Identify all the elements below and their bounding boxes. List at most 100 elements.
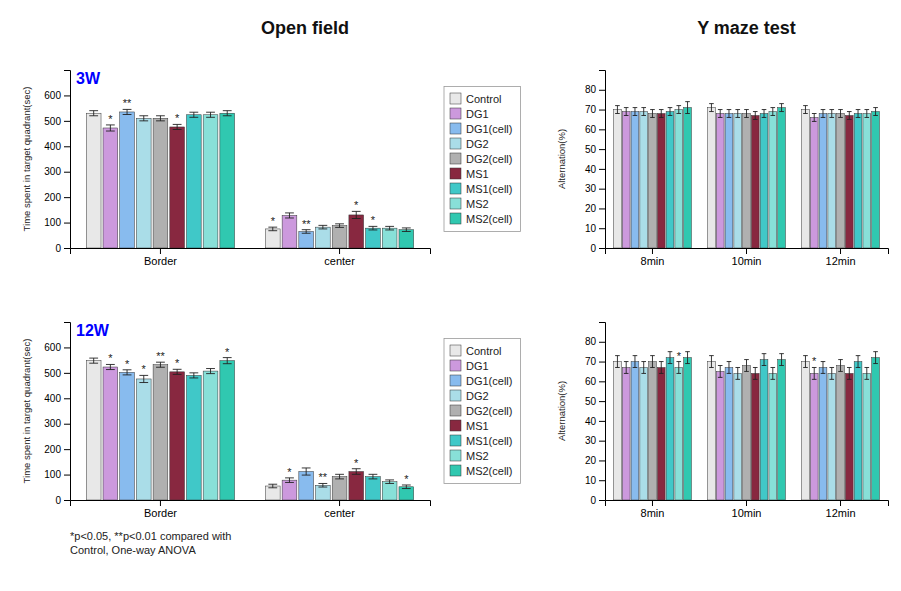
y-tick-label: 0: [55, 495, 61, 506]
figure: *********0100200300400500600Bordercenter…: [0, 0, 901, 591]
y-tick-label: 30: [585, 435, 597, 446]
bar: [136, 118, 151, 248]
bar: [203, 115, 218, 248]
legend-swatch: [450, 93, 461, 104]
y-tick: 400: [44, 141, 70, 152]
y-tick-label: 0: [590, 243, 596, 254]
footer-line: *p<0.05, **p<0.01 compared with: [70, 530, 231, 542]
legend-label: DG1(cell): [466, 123, 512, 135]
y-tick-mark: [599, 421, 605, 422]
legend-swatch: [450, 360, 461, 371]
y-tick-mark: [599, 110, 605, 111]
footer-line: Control, One-way ANOVA: [70, 544, 196, 556]
y-axis-line: [599, 71, 606, 249]
y-tick-mark: [599, 149, 605, 150]
significance-label: *: [287, 466, 292, 478]
error-bar: [402, 485, 411, 489]
error-bar: [718, 366, 723, 378]
title: Y maze test: [697, 18, 796, 38]
x-tick: 10min: [732, 500, 762, 519]
error-bar: [659, 362, 664, 374]
y-tick: 0: [590, 243, 605, 254]
y-tick-mark: [64, 172, 70, 173]
annotations: ************: [108, 346, 409, 485]
row-label: 3W: [76, 70, 101, 87]
bar: [265, 229, 280, 248]
legend-entry: DG2(cell): [450, 405, 512, 417]
x-tick-label: Border: [144, 507, 177, 519]
x-tick-label: center: [324, 255, 355, 267]
legend-swatch: [450, 435, 461, 446]
error-bar: [615, 106, 620, 114]
bar: [103, 367, 118, 500]
bar: [622, 367, 630, 500]
y-tick: 300: [44, 166, 70, 177]
x-tick-label: 10min: [732, 507, 762, 519]
y-tick: 0: [55, 495, 70, 506]
bar: [810, 117, 818, 248]
x-tick-mark: [840, 248, 841, 254]
legend-label: Control: [466, 93, 501, 105]
error-bar: [727, 362, 732, 374]
y-tick-label: 20: [585, 203, 597, 214]
bar: [366, 228, 381, 248]
legend-frame: [444, 339, 520, 484]
error-bar: [285, 213, 294, 218]
significance-label: *: [225, 346, 230, 358]
y-tick-label: 10: [585, 223, 597, 234]
significance-label: *: [371, 214, 376, 226]
bar: [299, 231, 314, 248]
x-tick-mark: [840, 500, 841, 506]
y-tick-mark: [64, 121, 70, 122]
y-tick: 10: [585, 223, 605, 234]
bar: [684, 358, 692, 500]
legend-entry: MS1(cell): [450, 183, 512, 195]
bar: [203, 371, 218, 500]
y-tick: 50: [585, 396, 605, 407]
error-bar: [744, 360, 749, 372]
x-tick: center: [324, 500, 355, 519]
bar: [854, 362, 862, 500]
error-bar: [402, 228, 411, 232]
error-bar: [864, 367, 869, 379]
plot-marks: [614, 352, 880, 500]
significance-label: *: [354, 457, 359, 469]
bar: [734, 373, 742, 500]
x-tick-mark: [160, 248, 161, 254]
error-bar: [685, 352, 690, 364]
significance-label: *: [125, 358, 130, 370]
error-bar: [829, 367, 834, 379]
error-bar: [369, 474, 378, 479]
error-bar: [803, 356, 808, 368]
significance-label: *: [175, 112, 180, 124]
y-tick: 20: [585, 203, 605, 214]
error-bar: [718, 110, 723, 118]
y-axis-line: [64, 323, 71, 501]
error-bar: [744, 110, 749, 118]
error-bar: [847, 367, 852, 379]
x-tick: Border: [144, 500, 177, 519]
error-bar: [676, 106, 681, 114]
x-axis-line: [71, 501, 431, 507]
y-tick-label: 40: [585, 416, 597, 427]
error-bar: [156, 362, 165, 367]
error-bar: [302, 468, 311, 475]
error-bar: [779, 104, 784, 112]
y-tick-label: 50: [585, 396, 597, 407]
y-tick: 300: [44, 418, 70, 429]
plot-marks: [86, 109, 413, 248]
bar: [657, 367, 665, 500]
bar: [778, 360, 786, 500]
error-bar: [369, 226, 378, 230]
x-tick: 12min: [826, 500, 856, 519]
bar: [399, 230, 414, 248]
bar: [299, 472, 314, 500]
legend-label: MS1(cell): [466, 435, 512, 447]
significance-label: **: [302, 218, 311, 230]
bar: [640, 112, 648, 248]
bar: [734, 114, 742, 248]
significance-label: **: [319, 471, 328, 483]
x-tick-mark: [339, 248, 340, 254]
bar: [863, 114, 871, 248]
legend-entry: DG1: [450, 360, 489, 372]
